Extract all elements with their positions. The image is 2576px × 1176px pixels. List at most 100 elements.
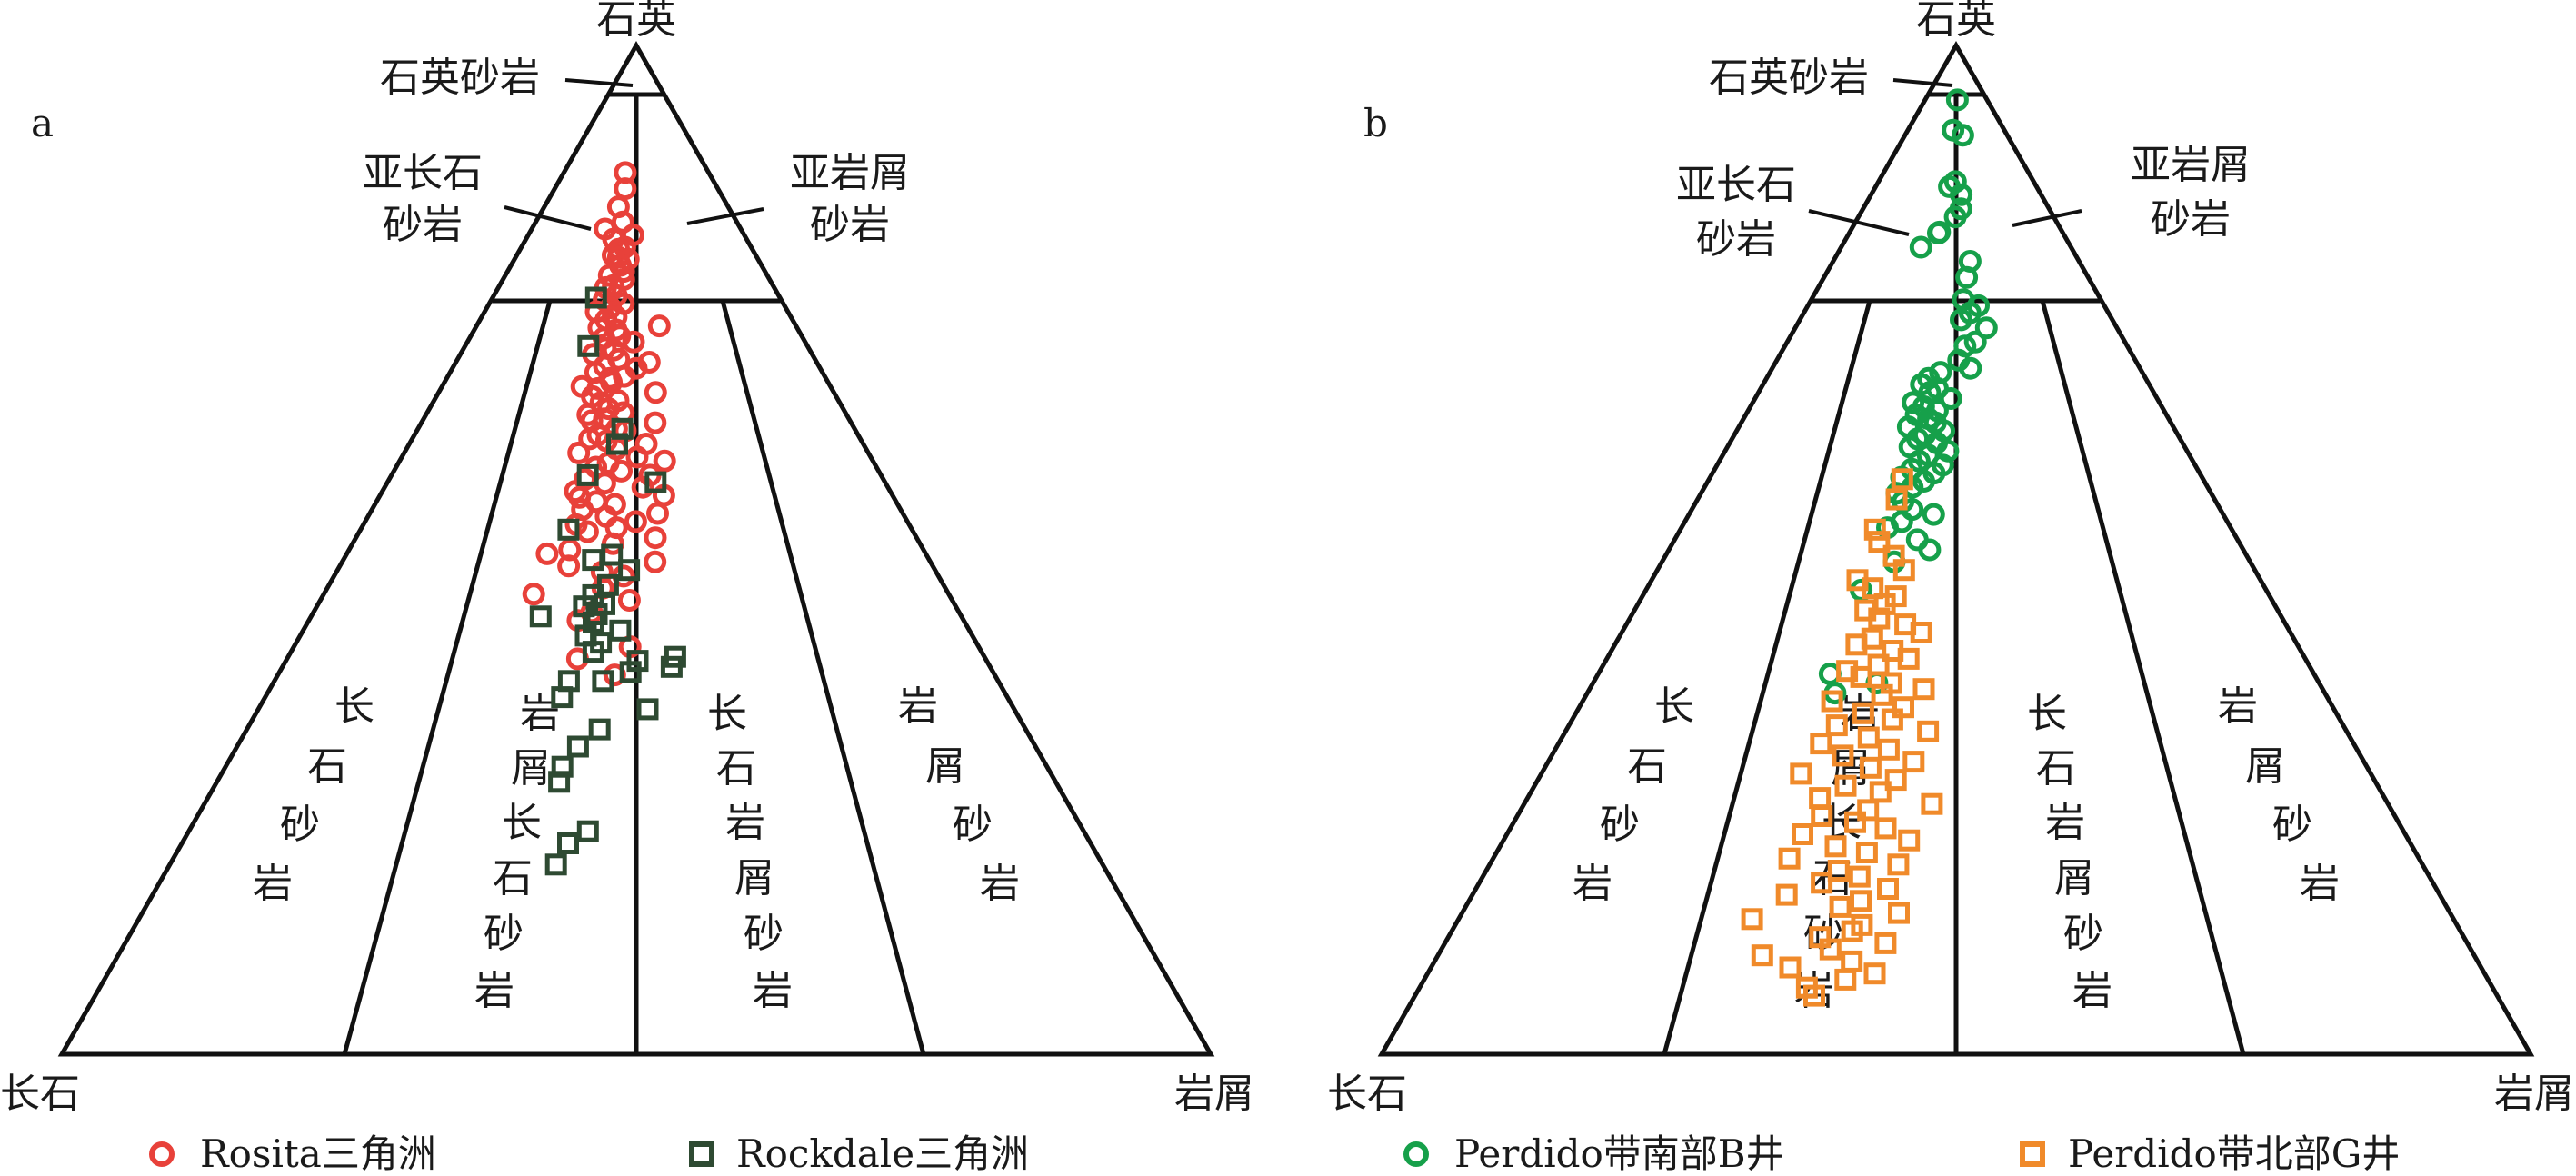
panel-b-line-fr-1-3: [1662, 300, 1872, 1055]
panel-b-point-series-1: [1741, 908, 1763, 931]
panel-b-point-series-1: [1892, 559, 1915, 582]
panel-a-point-series-1: [529, 605, 552, 628]
panel-a-label-quartz-sandstone: 石英砂岩: [380, 55, 540, 101]
panel-a-litharenite-char: 岩: [898, 683, 938, 730]
panel-a-litharenite-char: 砂: [953, 802, 993, 848]
panel-a-label: a: [31, 101, 54, 145]
panel-b-litharenite-char: 岩: [2300, 861, 2340, 907]
panel-a: a 石英 长石 岩屑 石英砂岩 亚长石 砂岩 亚岩屑 砂岩 长 石 砂 岩 岩 …: [0, 0, 1254, 1176]
panel-b-point-series-1: [1855, 842, 1878, 863]
panel-a-point-series-0: [644, 526, 667, 550]
panel-a-label-arkose: 长 石 砂 岩: [253, 683, 374, 907]
panel-b-point-series-0: [1974, 316, 1998, 340]
panel-b-arkose-char: 长: [1654, 683, 1694, 730]
panel-b-point-series-1: [1884, 769, 1907, 792]
panel-b-line-fr-3-1: [2040, 300, 2246, 1055]
panel-b-point-series-1: [1892, 696, 1914, 719]
panel-a-lithic-arkose-char: 屑: [511, 745, 551, 792]
panel-a-point-series-0: [625, 445, 649, 469]
panel-a-leader-quartz-sandstone: [564, 78, 634, 87]
panel-b-point-series-1: [1848, 865, 1871, 888]
panel-a-point-series-1: [660, 655, 683, 678]
panel-b-point-series-1: [1921, 792, 1943, 815]
panel-b-feldspathic-litharenite-char: 岩: [2045, 800, 2085, 846]
panel-b-point-series-0: [1928, 220, 1952, 244]
panel-a-point-series-0: [644, 381, 667, 404]
panel-a-point-series-0: [612, 260, 635, 284]
panel-b-point-series-1: [1775, 883, 1798, 906]
panel-b-point-series-1: [1779, 956, 1802, 979]
panel-a-point-series-0: [617, 589, 641, 612]
panel-a-line-fr-1-3: [342, 300, 553, 1055]
panel-a-corner-feldspar: 长石: [0, 1071, 80, 1117]
panel-a-point-series-1: [609, 619, 632, 642]
panel-b-corner-lithic: 岩屑: [2494, 1071, 2574, 1117]
panel-b-feldspathic-litharenite-char: 石: [2036, 745, 2076, 792]
panel-b-point-series-1: [1827, 860, 1850, 882]
panel-b-point-series-1: [1862, 577, 1884, 600]
panel-b-feldspathic-litharenite-char: 屑: [2054, 855, 2094, 902]
panel-b-point-series-1: [1898, 829, 1921, 852]
panel-a-feldspathic-litharenite-char: 砂: [744, 911, 784, 957]
panel-b-litharenite-char: 岩: [2218, 683, 2258, 730]
panel-b-point-series-1: [1829, 895, 1852, 918]
panel-b-point-series-1: [1792, 823, 1813, 845]
panel-b-point-series-1: [1825, 714, 1848, 737]
panel-b-point-series-0: [1951, 124, 1974, 147]
panel-a-point-series-1: [557, 518, 580, 541]
panel-a-arkose-char: 长: [334, 683, 374, 730]
panel-b-point-series-1: [1857, 799, 1880, 822]
panel-b-point-series-0: [1902, 391, 1925, 414]
panel-b-arkose-char: 石: [1627, 743, 1667, 790]
panel-b-arkose-char: 岩: [1573, 861, 1612, 907]
panel-a-point-series-1: [644, 471, 667, 493]
panel-b-point-series-1: [1811, 805, 1833, 827]
panel-a-point-series-1: [592, 670, 614, 693]
panel-b-point-series-1: [1819, 938, 1842, 961]
panel-b-point-series-1: [1888, 902, 1910, 924]
panel-b-arkose-char: 砂: [1600, 802, 1640, 848]
panel-b-feldspathic-litharenite-char: 长: [2027, 691, 2067, 737]
panel-b-point-series-1: [1832, 744, 1854, 767]
panel-b-litharenite-char: 屑: [2245, 743, 2285, 790]
panel-b-corner-quartz: 石英: [1916, 0, 1996, 43]
panel-b-point-series-0: [1959, 356, 1982, 380]
panel-b-label-quartz-sandstone: 石英砂岩: [1709, 55, 1869, 101]
panel-b-point-series-0: [1909, 235, 1932, 259]
panel-b-point-series-1: [1834, 774, 1857, 797]
panel-b-leader-quartz-sandstone: [1892, 78, 1953, 87]
panel-b-point-series-0: [1943, 205, 1967, 229]
panel-a-feldspathic-litharenite-char: 长: [707, 691, 747, 737]
panel-a-point-series-1: [577, 334, 600, 357]
panel-a-label-litharenite: 岩 屑 砂 岩: [898, 683, 1020, 907]
panel-b-point-series-1: [1863, 518, 1886, 541]
panel-b-leader-subarkose: [1808, 209, 1910, 236]
panel-b-label-litharenite: 岩 屑 砂 岩: [2218, 683, 2340, 907]
panel-a-feldspathic-litharenite-char: 岩: [725, 800, 765, 846]
panel-b-point-series-1: [1881, 708, 1903, 731]
panel-b-point-series-1: [1877, 738, 1900, 761]
panel-a-point-series-1: [557, 832, 579, 854]
panel-b-litharenite-char: 砂: [2272, 802, 2312, 848]
panel-b-point-series-1: [1857, 726, 1880, 749]
panel-b-point-series-1: [1811, 872, 1833, 894]
panel-a-legend: Rosita三角洲 Rockdale三角洲: [149, 1131, 1029, 1176]
panel-a-point-series-1: [544, 853, 567, 876]
panel-b-label-subarkose-1: 亚长石: [1676, 162, 1796, 208]
panel-a-lithic-arkose-char: 砂: [484, 911, 524, 957]
panel-a-point-series-0: [653, 449, 676, 473]
panel-b-point-series-1: [1868, 607, 1891, 630]
panel-b-point-series-1: [1869, 781, 1892, 803]
panel-a-point-series-0: [647, 314, 671, 338]
panel-b-legend: Perdido带南部B井 Perdido带北部G井: [1403, 1131, 2400, 1176]
panel-b-point-series-1: [1824, 835, 1847, 858]
panel-a-feldspathic-litharenite-char: 岩: [753, 968, 793, 1014]
panel-b-point-series-1: [1852, 702, 1874, 724]
panel-a-point-series-0: [610, 459, 633, 483]
panel-a-point-series-0: [646, 502, 669, 525]
panel-b-point-series-0: [1922, 503, 1945, 526]
panel-b-point-series-1: [1917, 720, 1940, 742]
panel-a-point-series-1: [551, 686, 574, 709]
panel-a-arkose-char: 石: [307, 743, 347, 790]
